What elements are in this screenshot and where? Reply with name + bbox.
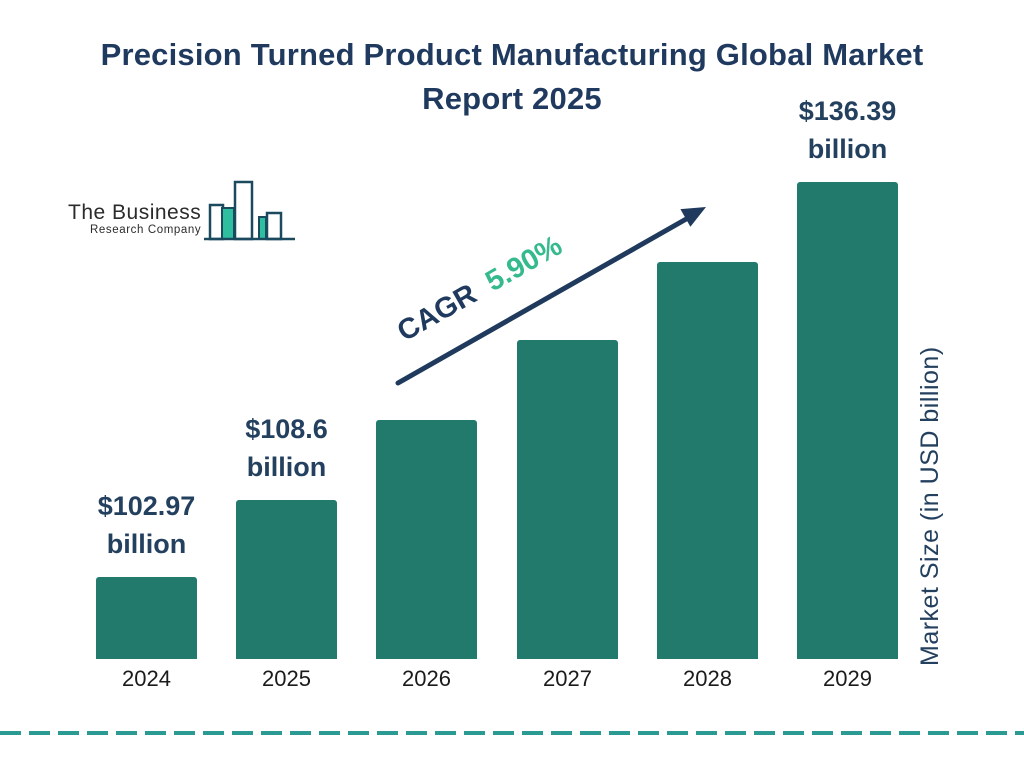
y-axis-title: Market Size (in USD billion) bbox=[916, 346, 944, 666]
bar-group-2025: $108.6 billion 2025 bbox=[236, 0, 337, 768]
page-title: Precision Turned Product Manufacturing G… bbox=[100, 37, 924, 116]
x-axis-label-2025: 2025 bbox=[262, 666, 311, 691]
bar-2027 bbox=[517, 340, 618, 659]
x-axis-label-2028: 2028 bbox=[683, 666, 732, 691]
bar-group-2029: $136.39 billion 2029 bbox=[797, 0, 898, 768]
bar-group-2024: $102.97 billion 2024 bbox=[96, 0, 197, 768]
bar-value-label-2029: $136.39 billion bbox=[763, 92, 933, 168]
value-line1: $136.39 bbox=[798, 96, 897, 126]
value-line1: $102.97 bbox=[97, 491, 196, 521]
brand-logo: The Business Research Company bbox=[68, 179, 297, 244]
bar-value-label-2025: $108.6 billion bbox=[202, 410, 372, 486]
bar-value-label-2024: $102.97 billion bbox=[62, 487, 232, 563]
value-line1: $108.6 bbox=[245, 414, 328, 444]
x-axis-label-2027: 2027 bbox=[543, 666, 592, 691]
x-axis-label-2026: 2026 bbox=[402, 666, 451, 691]
value-line2: billion bbox=[807, 134, 888, 164]
value-line2: billion bbox=[106, 529, 187, 559]
x-axis-label-2024: 2024 bbox=[122, 666, 171, 691]
bar-2024 bbox=[96, 577, 197, 659]
bottom-dashed-divider bbox=[0, 731, 1024, 735]
bar-group-2026: 2026 bbox=[376, 0, 477, 768]
value-line2: billion bbox=[246, 452, 327, 482]
cagr-trend-arrow bbox=[395, 207, 706, 386]
bar-group-2027: 2027 bbox=[517, 0, 618, 768]
bar-2029 bbox=[797, 182, 898, 659]
logo-bar-chart-icon bbox=[204, 180, 296, 241]
bar-2028 bbox=[657, 262, 758, 659]
brand-subtitle: Research Company bbox=[90, 224, 202, 236]
brand-name: The Business bbox=[68, 201, 202, 224]
bar-2026 bbox=[376, 420, 477, 659]
x-axis-label-2029: 2029 bbox=[823, 666, 872, 691]
brand-logo-text: The Business Research Company bbox=[68, 202, 201, 237]
bar-group-2028: 2028 bbox=[657, 0, 758, 768]
bar-2025 bbox=[236, 500, 337, 659]
